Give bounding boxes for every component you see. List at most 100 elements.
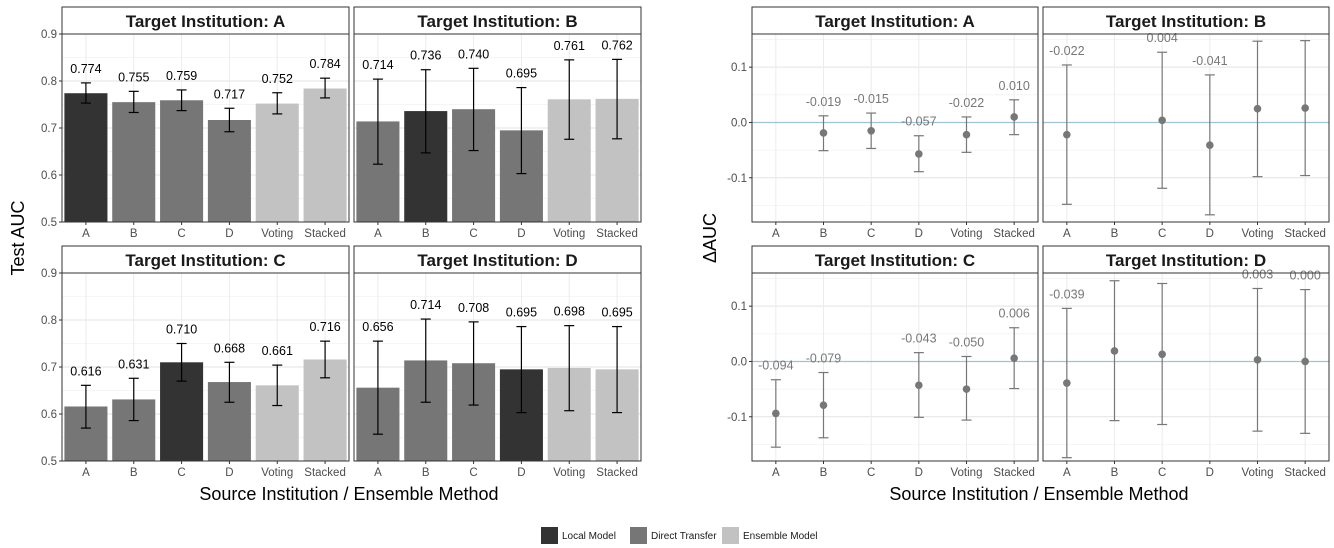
bar [207,120,251,222]
data-label: -0.022 [949,96,984,110]
x-tick-label: Stacked [304,467,346,479]
x-tick-label: C [177,467,185,479]
panel-border [1042,33,1330,223]
x-tick-label: Stacked [993,228,1035,240]
legend-label: Ensemble Model [743,531,817,542]
x-tick-label: C [177,228,185,240]
y-tick-label: -0.1 [727,173,747,185]
x-tick-label: A [772,228,780,240]
bar-panel-2: Target Institution: B 0.714 0.736 0.740 0.69… [353,6,642,240]
bar-panel-4: Target Institution: D 0.656 0.714 0.708 0.69… [353,245,642,479]
point [819,129,828,137]
x-tick-label: A [374,228,382,240]
x-tick-label: B [1111,228,1119,240]
data-label: 0.740 [458,47,489,61]
x-tick-label: Voting [553,228,585,240]
x-tick-label: D [1206,467,1214,479]
point [1158,116,1166,125]
left-y-axis-title: Test AUC [8,200,28,275]
data-label: -0.079 [806,352,841,366]
x-tick-label: D [225,467,233,479]
x-tick-label: Stacked [1284,228,1326,240]
data-label: -0.041 [1192,54,1227,68]
data-label: 0.714 [410,298,441,312]
x-tick-label: Voting [951,228,983,240]
y-tick-label: 0.7 [41,123,57,135]
x-tick-label: Stacked [596,467,638,479]
data-label: 0.695 [506,306,537,320]
panel-border [751,272,1039,462]
point [1158,350,1166,359]
facet-title: Target Institution: A [126,12,286,31]
point [1010,113,1018,121]
data-label: -0.043 [901,332,936,346]
x-tick-label: D [1206,228,1214,240]
point [962,130,971,139]
x-tick-label: A [772,467,780,479]
data-label: 0.004 [1147,31,1178,45]
left-x-axis-title: Source Institution / Ensemble Method [199,484,498,504]
data-label: 0.710 [166,323,197,337]
data-label: 0.759 [166,69,197,83]
plot-area [752,34,1038,222]
point [1253,356,1262,364]
x-tick-label: B [422,228,430,240]
legend: Local Model Direct Transfer Ensemble Model [541,527,817,544]
point [1010,354,1018,362]
data-label: 0.736 [410,49,441,63]
legend-label: Direct Transfer [651,531,717,542]
x-tick-label: Voting [553,467,585,479]
facet-title: Target Institution: C [125,251,285,270]
x-tick-label: D [915,228,923,240]
data-label: 0.755 [118,70,149,84]
x-tick-label: Voting [951,467,983,479]
x-tick-label: D [225,228,233,240]
y-tick-label: 0.5 [41,456,57,468]
bar-panel-1: Target Institution: A 0.774 0.755 0.759 0.71… [41,6,350,240]
facet-strip [61,6,350,35]
delta-panel-1: Target Institution: A-0.019 -0.015-0.057-… [727,6,1039,240]
data-label: 0.000 [1290,269,1321,283]
x-tick-label: B [130,467,138,479]
facet-strip [1042,6,1330,35]
point [1253,104,1262,113]
bar [303,88,347,223]
y-tick-label: 0.8 [41,315,57,327]
x-tick-label: A [1063,228,1071,240]
x-tick-label: A [82,228,90,240]
x-tick-label: B [1111,467,1119,479]
data-label: 0.661 [262,344,293,358]
y-tick-label: 0.9 [41,29,57,41]
data-label: -0.019 [806,95,841,109]
facet-title: Target Institution: D [417,251,577,270]
point [1301,357,1309,366]
y-tick-label: 0.1 [731,301,747,313]
data-label: -0.050 [949,335,984,349]
x-tick-label: C [1158,467,1166,479]
legend-key [541,527,558,544]
panel-border [353,33,642,223]
y-tick-label: 0.8 [41,76,57,88]
y-tick-label: 0.1 [731,62,747,74]
x-tick-label: Stacked [993,467,1035,479]
right-x-axis-title: Source Institution / Ensemble Method [889,484,1188,504]
facet-title: Target Institution: C [815,251,975,270]
x-tick-label: D [915,467,923,479]
facet-title: Target Institution: D [1106,251,1266,270]
y-tick-label: 0.0 [731,117,747,129]
y-tick-label: 0.5 [41,217,57,229]
data-label: 0.006 [999,307,1030,321]
x-tick-label: C [469,228,477,240]
panel-border [353,272,642,462]
data-label: -0.057 [901,115,936,129]
panel-border [1042,272,1330,462]
data-label: 0.010 [999,79,1030,93]
data-label: 0.631 [118,357,149,371]
y-tick-label: 0.9 [41,268,57,280]
data-label: 0.695 [506,67,537,81]
data-label: 0.698 [554,305,585,319]
x-tick-label: A [374,467,382,479]
x-tick-label: D [517,228,525,240]
bar [112,102,156,222]
facet-title: Target Institution: B [417,12,577,31]
